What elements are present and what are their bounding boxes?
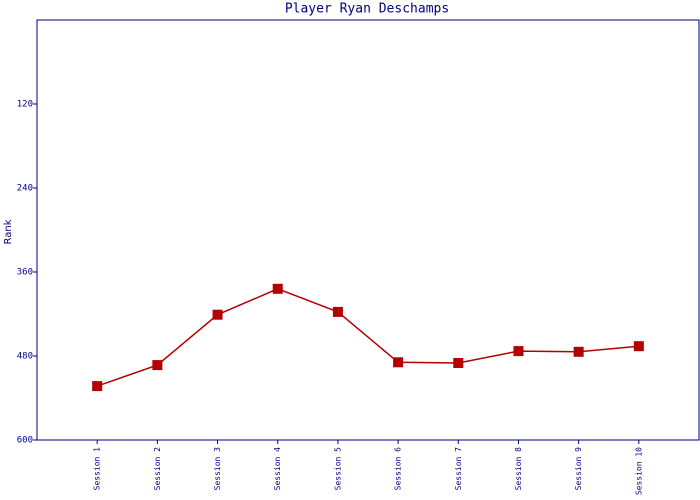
x-tick-label: Session 9 [574, 447, 583, 491]
y-tick-label: 600 [17, 436, 33, 446]
point-marker [92, 381, 103, 392]
x-tick-label: Session 2 [153, 447, 162, 491]
point-marker [272, 283, 283, 294]
x-tick-label: Session 7 [454, 447, 463, 491]
series-line [96, 287, 639, 387]
plot-frame [36, 19, 700, 441]
point-marker [513, 346, 524, 357]
point-marker [332, 306, 343, 317]
point-marker [212, 309, 223, 320]
y-tick-label: 240 [17, 184, 33, 194]
x-tick-label: Session 5 [333, 447, 342, 491]
x-tick-label: Session 3 [213, 447, 222, 491]
point-marker [633, 341, 644, 352]
y-tick-label: 120 [17, 100, 33, 110]
x-tick-label: Session 8 [514, 447, 523, 491]
chart-title: Player Ryan Deschamps [285, 2, 449, 17]
point-marker [152, 360, 163, 371]
point-marker [393, 357, 404, 368]
x-tick-label: Session 6 [394, 447, 403, 491]
x-tick-label: Session 1 [93, 447, 102, 491]
y-tick-label: 480 [17, 352, 33, 362]
x-tick-label: Session 4 [273, 447, 282, 491]
y-tick-label: 360 [17, 268, 33, 278]
point-marker [453, 358, 464, 368]
point-marker [573, 346, 584, 357]
x-tick-label: Session 10 [634, 447, 643, 495]
y-axis-label: Rank [3, 219, 14, 244]
